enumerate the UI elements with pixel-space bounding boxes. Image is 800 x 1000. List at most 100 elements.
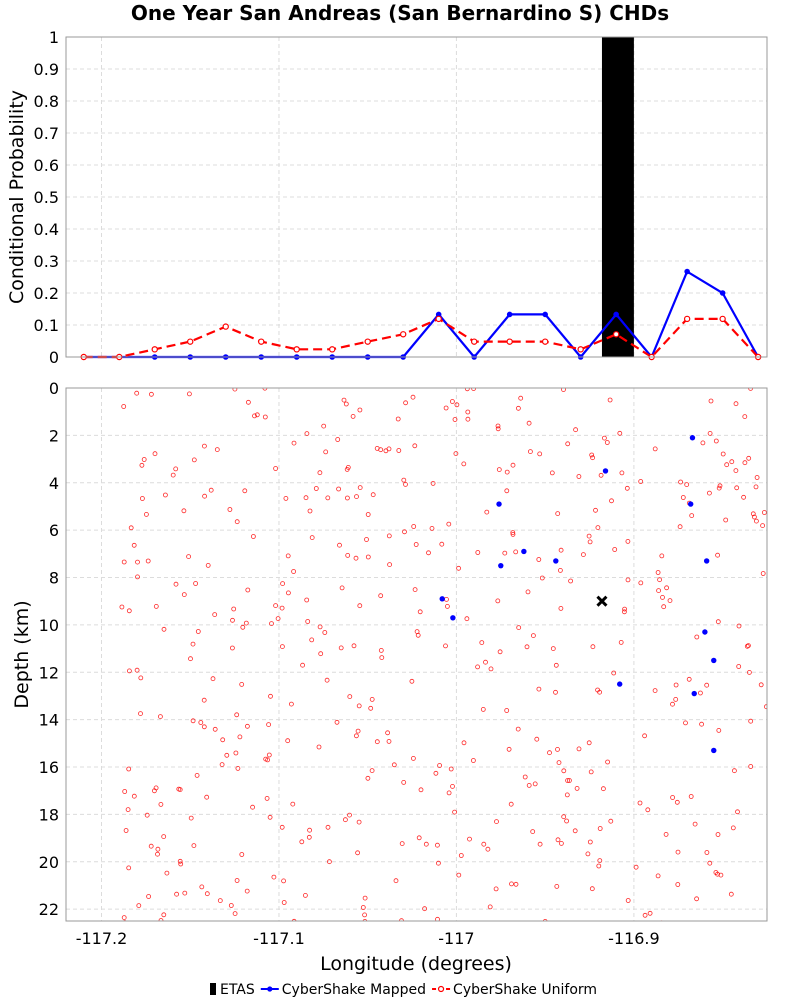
uniform-hypocenter xyxy=(550,646,556,651)
uniform-hypocenter xyxy=(589,452,595,458)
uniform-hypocenter xyxy=(522,774,528,780)
uniform-hypocenter xyxy=(675,849,681,855)
y-tick-label-top: 1 xyxy=(49,28,59,47)
uniform-hypocenter xyxy=(309,535,315,540)
uniform-hypocenter xyxy=(724,462,730,468)
uniform-hypocenter xyxy=(121,915,127,920)
uniform-hypocenter xyxy=(729,459,735,465)
uniform-hypocenter xyxy=(279,644,285,649)
uniform-hypocenter xyxy=(597,689,602,695)
uniform-hypocenter xyxy=(356,703,362,709)
uniform-hypocenter xyxy=(718,872,724,878)
uniform-hypocenter xyxy=(495,598,501,604)
uniform-hypocenter xyxy=(356,819,362,825)
uniform-hypocenter xyxy=(715,552,720,558)
uniform-hypocenter xyxy=(281,878,287,884)
uniform-hypocenter xyxy=(504,708,510,713)
uniform-point xyxy=(222,323,229,330)
uniform-hypocenter xyxy=(122,789,128,794)
uniform-hypocenter xyxy=(754,475,760,480)
uniform-hypocenter xyxy=(190,718,196,724)
plot-area-bottom xyxy=(66,388,767,921)
uniform-hypocenter xyxy=(536,557,542,562)
uniform-hypocenter xyxy=(516,405,521,411)
uniform-hypocenter xyxy=(526,420,532,426)
uniform-hypocenter xyxy=(433,770,439,776)
uniform-hypocenter xyxy=(138,711,143,716)
uniform-hypocenter xyxy=(638,479,644,484)
uniform-hypocenter xyxy=(664,585,669,591)
y-tick-label-top: 0 xyxy=(49,348,59,367)
uniform-hypocenter xyxy=(467,836,472,842)
x-tick-label: -116.9 xyxy=(608,929,660,948)
uniform-hypocenter xyxy=(141,457,147,462)
uniform-point xyxy=(470,338,478,345)
uniform-point xyxy=(719,315,726,323)
uniform-hypocenter xyxy=(760,571,766,576)
uniform-hypocenter xyxy=(262,414,268,420)
uniform-hypocenter xyxy=(553,689,558,695)
uniform-hypocenter xyxy=(733,401,739,407)
uniform-hypocenter xyxy=(484,509,490,515)
uniform-hypocenter xyxy=(748,718,754,724)
uniform-hypocenter xyxy=(554,884,560,889)
uniform-hypocenter xyxy=(300,662,306,668)
uniform-hypocenter xyxy=(561,814,567,820)
uniform-hypocenter xyxy=(450,784,455,789)
uniform-hypocenter xyxy=(728,891,734,897)
uniform-hypocenter xyxy=(343,401,349,407)
uniform-hypocenter xyxy=(306,834,312,840)
uniform-hypocenter xyxy=(342,817,348,823)
uniform-hypocenter xyxy=(353,555,359,561)
uniform-hypocenter xyxy=(588,769,594,775)
uniform-hypocenter xyxy=(586,533,592,539)
uniform-hypocenter xyxy=(164,870,170,876)
uniform-hypocenter xyxy=(344,495,350,501)
y-tick-label-top: 0.4 xyxy=(34,220,59,239)
uniform-hypocenter xyxy=(195,629,201,634)
uniform-hypocenter xyxy=(250,534,256,539)
uniform-hypocenter xyxy=(126,668,132,674)
uniform-hypocenter xyxy=(119,604,125,610)
uniform-hypocenter xyxy=(283,495,289,501)
uniform-hypocenter xyxy=(692,821,698,827)
uniform-hypocenter xyxy=(683,720,688,726)
uniform-hypocenter xyxy=(752,514,757,520)
uniform-hypocenter xyxy=(401,477,407,483)
uniform-hypocenter xyxy=(688,794,694,799)
uniform-point xyxy=(364,338,371,345)
uniform-hypocenter xyxy=(456,565,462,571)
uniform-hypocenter xyxy=(299,839,305,845)
uniform-hypocenter xyxy=(263,756,269,762)
uniform-hypocenter xyxy=(232,388,238,392)
uniform-hypocenter xyxy=(307,827,313,833)
uniform-hypocenter xyxy=(515,726,521,732)
uniform-hypocenter xyxy=(403,400,409,406)
uniform-hypocenter xyxy=(602,435,607,441)
uniform-hypocenter xyxy=(324,677,330,683)
uniform-hypocenter xyxy=(531,633,536,638)
legend-swatch-etas xyxy=(210,983,216,995)
uniform-hypocenter xyxy=(212,612,218,617)
uniform-hypocenter xyxy=(410,394,416,400)
uniform-hypocenter xyxy=(456,872,462,878)
uniform-hypocenter xyxy=(148,391,154,397)
y-tick-label-top: 0.1 xyxy=(34,316,59,335)
uniform-hypocenter xyxy=(435,916,440,921)
uniform-hypocenter xyxy=(618,640,624,645)
uniform-hypocenter xyxy=(279,605,285,611)
uniform-hypocenter xyxy=(497,649,503,655)
uniform-hypocenter xyxy=(285,553,291,559)
uniform-hypocenter xyxy=(181,508,187,514)
uniform-hypocenter xyxy=(224,752,230,758)
uniform-hypocenter xyxy=(383,448,389,454)
uniform-hypocenter xyxy=(341,397,347,403)
uniform-hypocenter xyxy=(555,837,561,843)
uniform-hypocenter xyxy=(454,402,460,408)
uniform-hypocenter xyxy=(362,912,368,918)
y-tick-label-bottom: 10 xyxy=(39,616,59,635)
uniform-hypocenter xyxy=(572,828,578,834)
uniform-hypocenter xyxy=(638,580,644,586)
uniform-hypocenter xyxy=(446,521,452,527)
legend-label: CyberShake Mapped xyxy=(282,982,426,998)
